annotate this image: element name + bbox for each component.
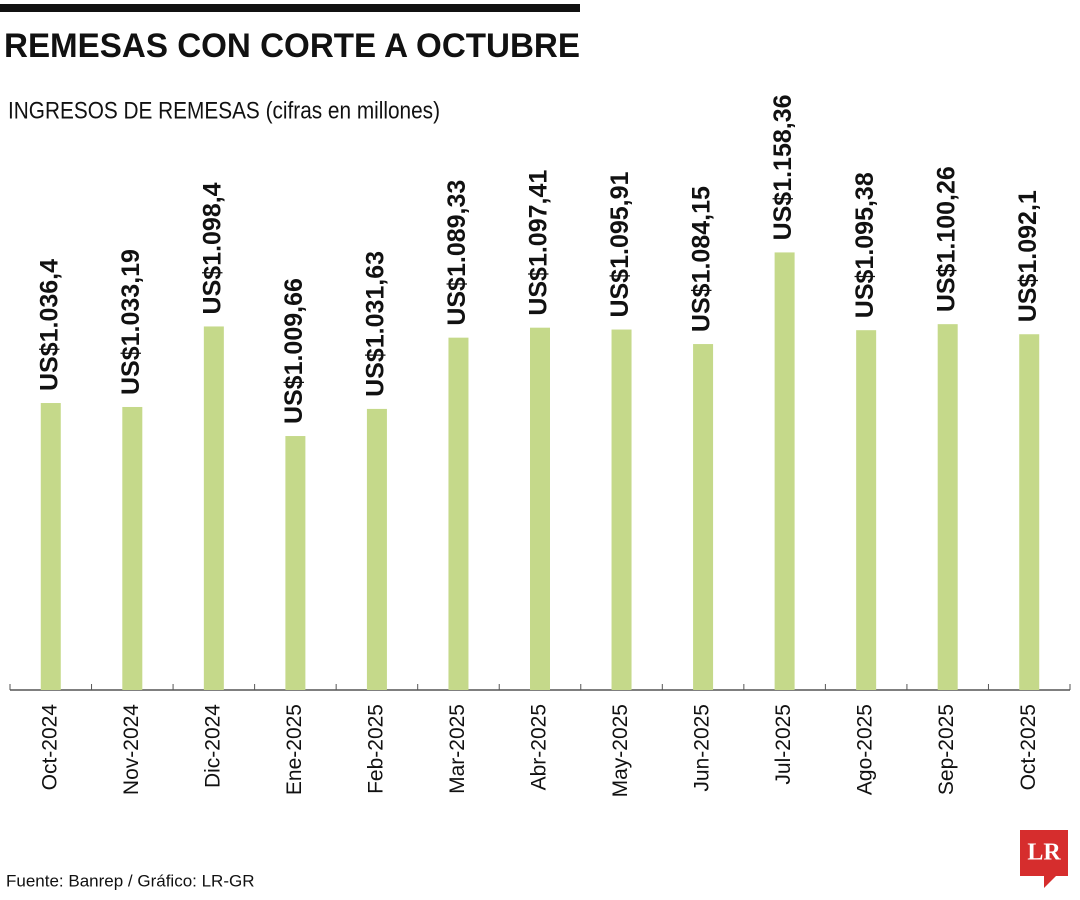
x-tick-label: Dic-2024 [201,704,224,788]
bar [611,329,632,690]
x-tick-label: Jul-2025 [772,704,795,785]
bar [448,337,469,690]
logo: LR [1020,830,1068,888]
bar [203,326,224,690]
x-tick-label: Sep-2025 [935,704,958,795]
x-tick-label: Oct-2024 [38,704,61,791]
x-tick-label: Feb-2025 [364,704,387,794]
value-label: US$1.089,33 [443,180,471,326]
x-tick-label: Jun-2025 [691,704,714,792]
value-label: US$1.100,26 [932,166,960,312]
value-label: US$1.095,91 [606,171,634,317]
value-label: US$1.098,4 [198,182,226,314]
bar [937,324,958,690]
bar [856,330,877,690]
value-label: US$1.095,38 [851,172,879,318]
logo-box [1020,830,1068,876]
bar [693,344,714,690]
value-label: US$1.084,15 [688,186,716,332]
x-tick-label: Abr-2025 [528,704,551,790]
bar [285,436,306,690]
x-tick-label: Oct-2025 [1017,704,1040,790]
bar [1019,334,1040,690]
value-label: US$1.097,41 [525,170,553,316]
value-label: US$1.158,36 [769,94,797,240]
value-label: US$1.031,63 [362,251,390,397]
logo-tail [1044,876,1056,888]
chart-title: REMESAS CON CORTE A OCTUBRE [4,27,580,65]
chart-subtitle: INGRESOS DE REMESAS (cifras en millones) [8,97,440,124]
x-tick-label: Mar-2025 [446,704,469,794]
bar [530,327,550,690]
value-label: US$1.092,1 [1014,190,1042,322]
title-rule [0,4,580,12]
bar [774,252,795,690]
x-tick-label: May-2025 [609,704,632,797]
logo-text: LR [1027,840,1061,866]
x-tick-label: Nov-2024 [120,704,143,795]
bar [366,408,387,690]
source: Fuente: Banrep / Gráfico: LR-GR [6,871,255,890]
value-label: US$1.033,19 [117,249,145,395]
bar [122,406,143,690]
x-tick-label: Ago-2025 [854,704,877,795]
bar [40,403,61,690]
value-label: US$1.009,66 [280,278,308,424]
x-tick-label: Ene-2025 [283,704,306,795]
value-label: US$1.036,4 [35,259,63,391]
